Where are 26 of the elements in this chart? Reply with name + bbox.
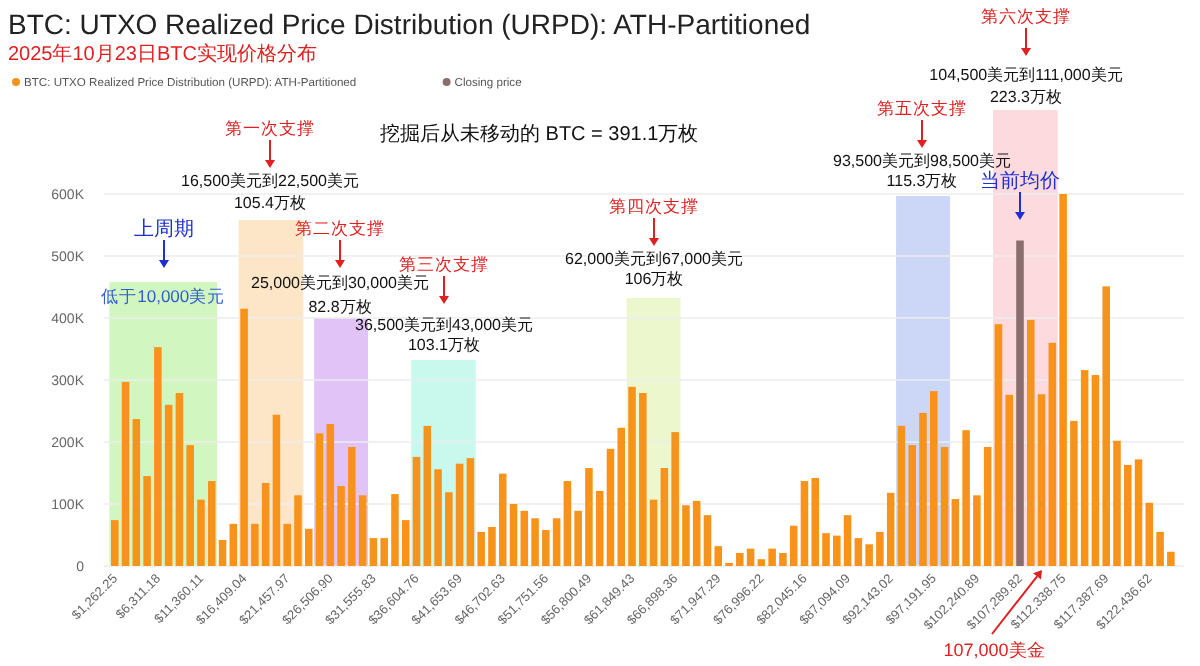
band-label: 低于10,000美元 xyxy=(101,286,226,306)
annotation: 36,500美元到43,000美元 xyxy=(355,315,533,334)
text: 104,500美元到111,000美元 xyxy=(929,65,1123,84)
annotation: 103.1万枚 xyxy=(407,335,481,354)
annotation: 82.8万枚 xyxy=(308,297,372,316)
chart-title: BTC: UTXO Realized Price Distribution (URPD): ATH-Partitioned xyxy=(8,8,811,40)
text: 挖掘后从未移动的 BTC = 391.1万枚 xyxy=(380,122,699,146)
annotation: 105.4万枚 xyxy=(233,193,307,212)
annotation: 106万枚 xyxy=(624,269,684,288)
text: 第五次支撑 xyxy=(877,97,967,118)
annotation: 25,000美元到30,000美元 xyxy=(251,273,429,292)
text: 107,000美金 xyxy=(943,640,1045,660)
chart-subtitle: 2025年10月23日BTC实现价格分布 xyxy=(8,42,317,66)
text: 当前均价 xyxy=(980,169,1060,193)
text: 115.3万枚 xyxy=(886,171,958,190)
annotation: 62,000美元到67,000美元 xyxy=(565,249,743,268)
text: 223.3万枚 xyxy=(989,87,1063,106)
text: 第一次支撑 xyxy=(225,117,315,138)
annotation: 第三次支撑 xyxy=(399,253,489,274)
bar xyxy=(1016,240,1024,566)
text: 93,500美元到98,500美元 xyxy=(833,151,1011,170)
text: 16,500美元到22,500美元 xyxy=(181,171,359,190)
text: 第六次支撑 xyxy=(981,5,1071,26)
annotation: 第二次支撑 xyxy=(295,217,385,238)
annotation: 上周期 xyxy=(134,217,194,241)
annotation: 第四次支撑 xyxy=(609,195,699,216)
